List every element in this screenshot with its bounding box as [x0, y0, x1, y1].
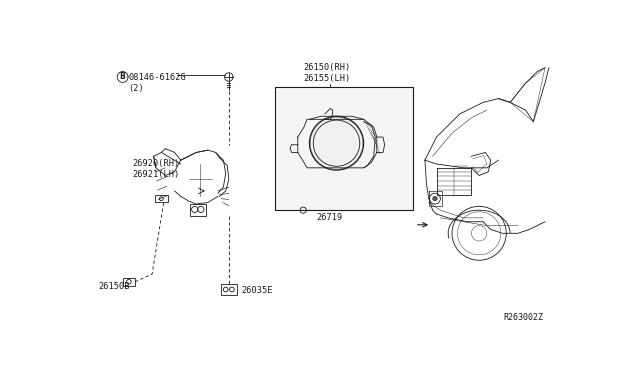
Circle shape [433, 196, 437, 201]
Text: B: B [120, 73, 125, 81]
Text: 26035E: 26035E [241, 286, 273, 295]
Text: 08146-6162G
(2): 08146-6162G (2) [128, 73, 186, 93]
Text: 26150B: 26150B [99, 282, 130, 291]
Text: 26719: 26719 [316, 212, 342, 221]
Bar [221, 284, 237, 295]
Text: 26920(RH)
26921(LH): 26920(RH) 26921(LH) [132, 158, 180, 179]
Circle shape [309, 116, 364, 170]
Bar [190, 204, 205, 216]
Bar [123, 278, 135, 286]
Bar [155, 195, 168, 202]
Bar [275, 87, 413, 210]
Text: 26150(RH)
26155(LH): 26150(RH) 26155(LH) [303, 63, 351, 83]
Text: R263002Z: R263002Z [504, 313, 543, 322]
